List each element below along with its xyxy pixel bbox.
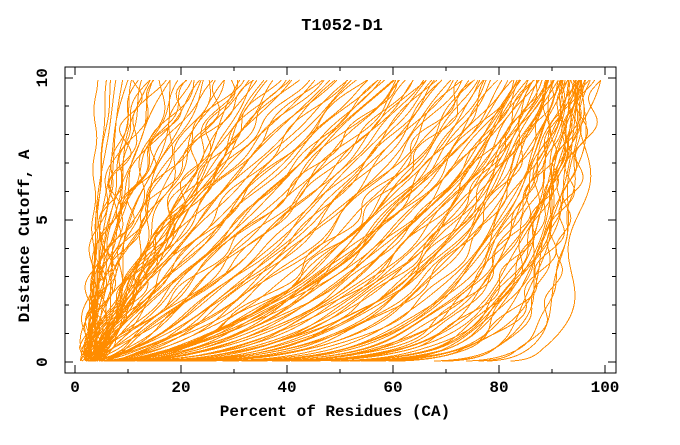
model-curve [95, 79, 204, 362]
model-curve [91, 79, 386, 362]
x-tick-label: 100 [591, 379, 620, 397]
x-tick-label: 0 [70, 379, 80, 397]
model-curve [80, 79, 325, 362]
model-curve [146, 79, 529, 362]
model-curve [90, 79, 142, 362]
model-curve [163, 79, 539, 362]
model-curve [101, 79, 348, 362]
model-curve [478, 79, 582, 362]
y-tick-label: 10 [34, 68, 52, 87]
model-curve [434, 80, 570, 362]
model-curve [79, 79, 155, 362]
model-curve [301, 80, 580, 362]
model-curve [89, 79, 427, 362]
x-tick-label: 40 [277, 379, 296, 397]
model-curve [155, 79, 534, 362]
model-curve [371, 80, 582, 362]
model-curve [103, 79, 463, 362]
model-curve [228, 80, 559, 362]
model-curve [81, 79, 150, 362]
model-curve [112, 79, 433, 362]
model-curve [87, 79, 399, 362]
model-curve [256, 80, 571, 362]
model-curve [388, 79, 596, 362]
model-curve [129, 79, 528, 362]
model-curve [86, 79, 254, 362]
model-curve [278, 80, 570, 362]
model-curve [100, 79, 454, 362]
model-curve [91, 79, 369, 362]
model-curve [339, 79, 580, 362]
x-tick-label: 60 [383, 379, 402, 397]
x-tick-label: 20 [171, 379, 190, 397]
model-curve [350, 80, 585, 362]
model-curve [118, 79, 485, 362]
model-curve [95, 79, 268, 362]
model-curve [103, 79, 414, 362]
model-curve [184, 79, 555, 362]
model-curve [487, 80, 579, 362]
x-axis-label: Percent of Residues (CA) [220, 403, 450, 421]
model-curve [88, 79, 167, 362]
y-tick-label: 5 [34, 215, 52, 225]
model-curve [116, 79, 459, 362]
model-curve [447, 79, 566, 362]
model-curve [336, 79, 602, 362]
model-curve [191, 79, 548, 362]
model-curve [130, 79, 487, 362]
model-curve [86, 79, 139, 362]
model-curves [79, 79, 602, 362]
model-curve [143, 79, 534, 362]
model-curve [92, 79, 220, 362]
model-curve [255, 79, 563, 362]
model-curve [85, 79, 188, 362]
axes [64, 66, 617, 374]
tick-labels: 0 20 40 60 80 100 0 5 10 [34, 68, 619, 397]
model-curve [136, 79, 521, 362]
chart-title: T1052-D1 [301, 17, 383, 36]
y-tick-label: 0 [34, 357, 52, 367]
model-curve [105, 79, 425, 362]
model-curve [241, 79, 561, 362]
model-curve [362, 79, 602, 362]
model-curve [91, 79, 274, 362]
model-curve [206, 79, 549, 362]
model-curve [273, 79, 578, 362]
model-curve [309, 79, 586, 362]
model-curve [86, 79, 236, 362]
model-curve [172, 79, 550, 362]
model-curve [271, 79, 564, 362]
model-curve [93, 79, 443, 362]
x-tick-label: 80 [489, 379, 508, 397]
model-curve [95, 80, 225, 362]
model-curve [128, 79, 522, 362]
model-curve [91, 79, 452, 362]
model-curve [117, 79, 479, 362]
model-curve [123, 79, 521, 362]
model-curve [106, 79, 470, 362]
model-curve [108, 79, 400, 362]
model-curve [272, 79, 569, 362]
model-curve [222, 80, 561, 362]
y-axis-label: Distance Cutoff, A [16, 149, 34, 322]
model-curve [115, 79, 518, 362]
model-curve [116, 79, 475, 362]
model-curve [153, 79, 543, 362]
model-curve [142, 79, 535, 362]
model-curve [510, 79, 592, 362]
model-curve [98, 79, 400, 362]
model-curve [109, 79, 443, 362]
